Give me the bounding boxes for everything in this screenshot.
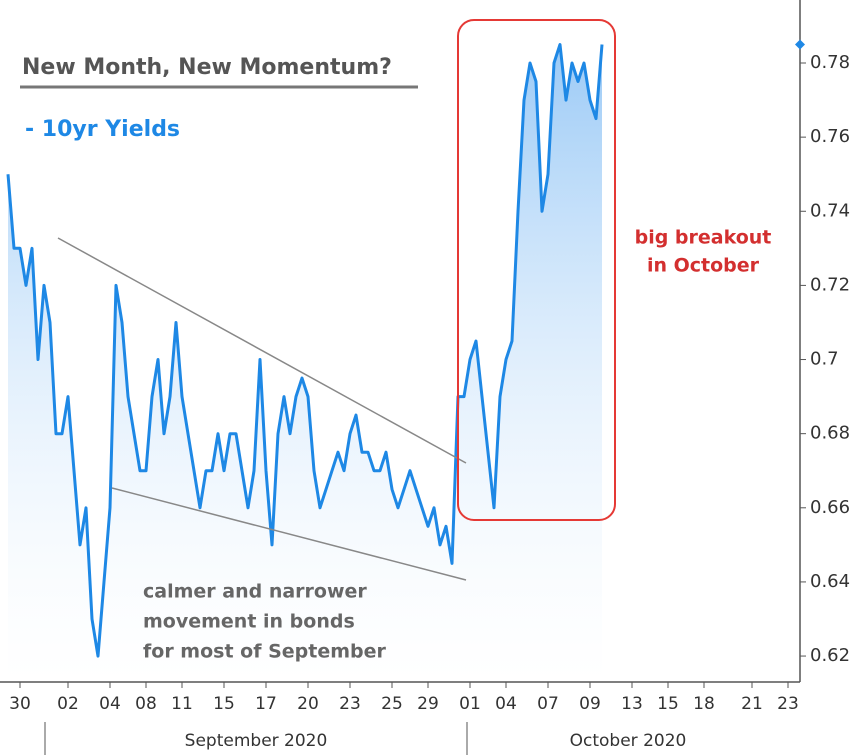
y-tick-label: 0.78 (810, 52, 850, 73)
y-tick-label: 0.66 (810, 497, 850, 518)
x-tick-label: 07 (537, 694, 559, 714)
x-tick-label: 25 (381, 694, 403, 714)
annotation: movement in bonds (143, 611, 355, 633)
month-label: September 2020 (185, 731, 328, 751)
x-tick-label: 20 (297, 694, 319, 714)
x-tick-label: 21 (741, 694, 763, 714)
x-tick-label: 09 (579, 694, 601, 714)
y-tick-label: 0.74 (810, 200, 850, 221)
trend-line (57, 237, 467, 464)
x-tick-label: 02 (57, 694, 79, 714)
highlight-box (457, 19, 616, 521)
y-tick-label: 0.7 (810, 349, 839, 370)
x-tick-label: 15 (657, 694, 679, 714)
x-tick-label: 18 (693, 694, 715, 714)
x-tick-label: 04 (495, 694, 517, 714)
x-tick-label: 17 (255, 694, 277, 714)
y-tick-label: 0.76 (810, 126, 850, 147)
subtitle: - 10yr Yields (25, 117, 180, 142)
trend-line (111, 487, 467, 581)
annotation: big breakout (635, 227, 772, 249)
y-tick-label: 0.72 (810, 274, 850, 295)
x-tick-label: 30 (9, 694, 31, 714)
x-tick-label: 29 (417, 694, 439, 714)
x-tick-label: 04 (99, 694, 121, 714)
month-label: October 2020 (570, 731, 687, 751)
line (6, 43, 604, 658)
annotation: in October (647, 255, 760, 277)
x-tick-label: 08 (135, 694, 157, 714)
x-tick-label: 01 (459, 694, 481, 714)
y-tick-label: 0.68 (810, 423, 850, 444)
x-tick-label: 23 (777, 694, 799, 714)
x-tick-label: 13 (621, 694, 643, 714)
x-tick-label: 23 (339, 694, 361, 714)
annotation: calmer and narrower (143, 581, 367, 603)
chart-title: New Month, New Momentum? (22, 55, 392, 80)
last-value-marker (795, 39, 805, 50)
x-tick-label: 15 (213, 694, 235, 714)
x-tick-label: 11 (171, 694, 193, 714)
annotation: for most of September (143, 641, 387, 663)
y-tick-label: 0.62 (810, 645, 850, 666)
y-tick-label: 0.64 (810, 571, 850, 592)
